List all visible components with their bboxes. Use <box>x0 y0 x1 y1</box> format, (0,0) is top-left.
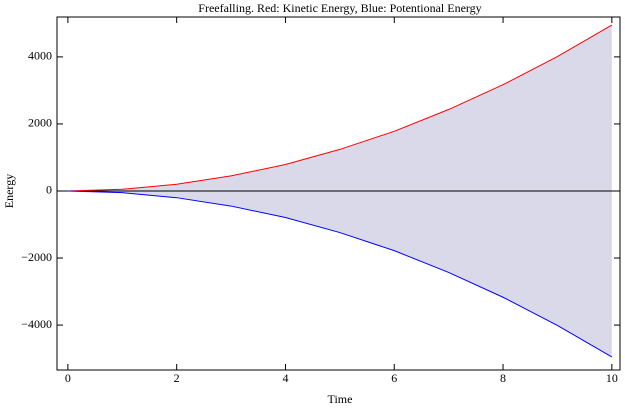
line <box>67 190 613 358</box>
x-tick-label: 2 <box>174 371 180 385</box>
x-tick-label: 6 <box>391 371 397 385</box>
y-tick-label: 4000 <box>28 49 52 63</box>
y-tick-label: 2000 <box>28 116 52 130</box>
y-tick-label: 0 <box>46 183 52 197</box>
x-tick-label: 4 <box>282 371 288 385</box>
line <box>67 24 613 192</box>
y-tick-label: −4000 <box>21 317 52 331</box>
x-axis-label: Time <box>328 392 353 406</box>
y-tick-label: −2000 <box>21 250 52 264</box>
y-axis-label: Energy <box>2 174 16 208</box>
x-tick-label: 8 <box>500 371 506 385</box>
x-tick-label: 10 <box>606 371 618 385</box>
chart-title: Freefalling. Red: Kinetic Energy, Blue: … <box>198 1 481 15</box>
x-tick-label: 0 <box>65 371 71 385</box>
plot-frame <box>56 16 621 371</box>
